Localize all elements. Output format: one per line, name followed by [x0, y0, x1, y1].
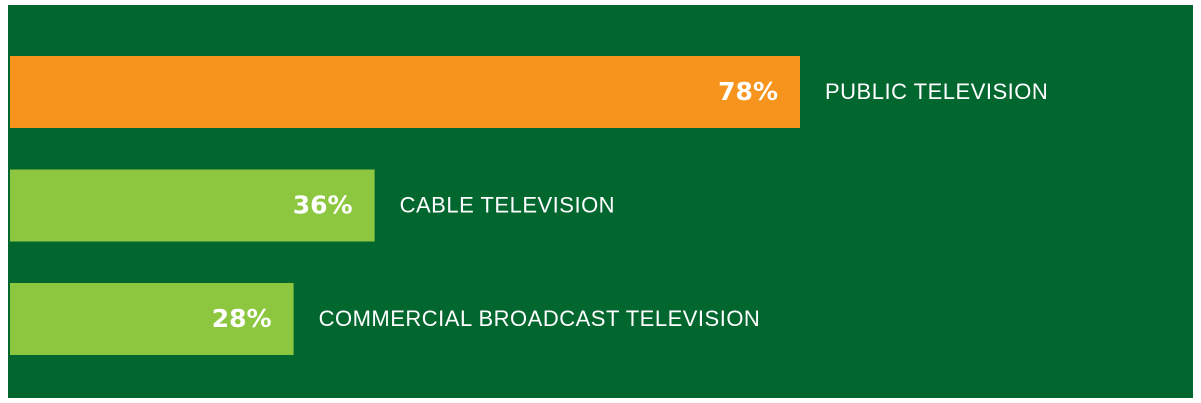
bar [10, 56, 800, 128]
value-label: 36% [293, 191, 353, 220]
category-label: COMMERCIAL BROADCAST TELEVISION [319, 306, 761, 331]
category-label: CABLE TELEVISION [400, 192, 615, 217]
value-label: 28% [212, 304, 272, 333]
bar [10, 169, 375, 242]
category-label: PUBLIC TELEVISION [825, 79, 1048, 104]
bar [10, 283, 294, 355]
value-label: 78% [718, 77, 778, 106]
